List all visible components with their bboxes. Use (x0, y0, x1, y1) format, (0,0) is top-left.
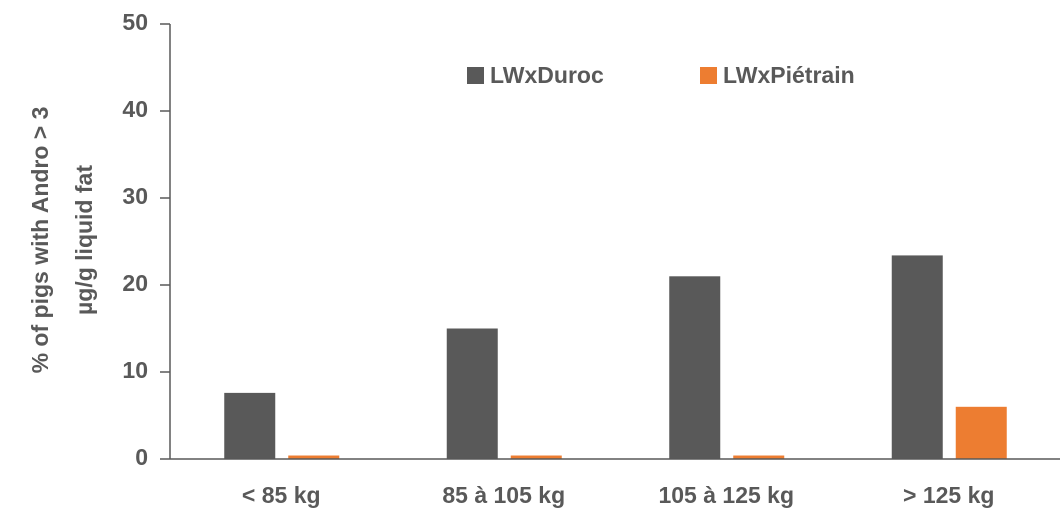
legend-swatch (467, 67, 484, 84)
bar (446, 328, 498, 459)
bar (733, 455, 785, 459)
y-tick-label: 30 (122, 183, 148, 209)
bar (224, 392, 276, 459)
y-tick-label: 20 (122, 270, 148, 296)
x-tick-label: 85 à 105 kg (442, 482, 565, 508)
legend-label: LWxPiétrain (723, 62, 855, 88)
x-tick-label: 105 à 125 kg (658, 482, 794, 508)
x-tick-label: > 125 kg (903, 482, 994, 508)
y-tick-label: 50 (122, 9, 148, 35)
legend-swatch (700, 67, 717, 84)
y-tick-label: 40 (122, 96, 148, 122)
bar (955, 406, 1007, 459)
x-tick-label: < 85 kg (242, 482, 321, 508)
bar (510, 455, 562, 459)
y-tick-label: 0 (135, 444, 148, 470)
legend-label: LWxDuroc (490, 62, 604, 88)
bar (891, 255, 943, 459)
y-axis-label: µg/g liquid fat (71, 165, 97, 315)
bar (288, 455, 340, 459)
y-axis-label: % of pigs with Andro > 3 (27, 107, 53, 374)
bar (669, 276, 721, 459)
y-tick-label: 10 (122, 357, 148, 383)
